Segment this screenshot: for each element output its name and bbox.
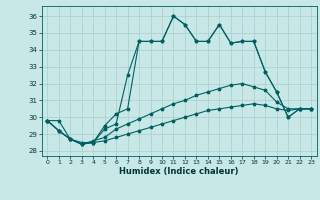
X-axis label: Humidex (Indice chaleur): Humidex (Indice chaleur) <box>119 167 239 176</box>
